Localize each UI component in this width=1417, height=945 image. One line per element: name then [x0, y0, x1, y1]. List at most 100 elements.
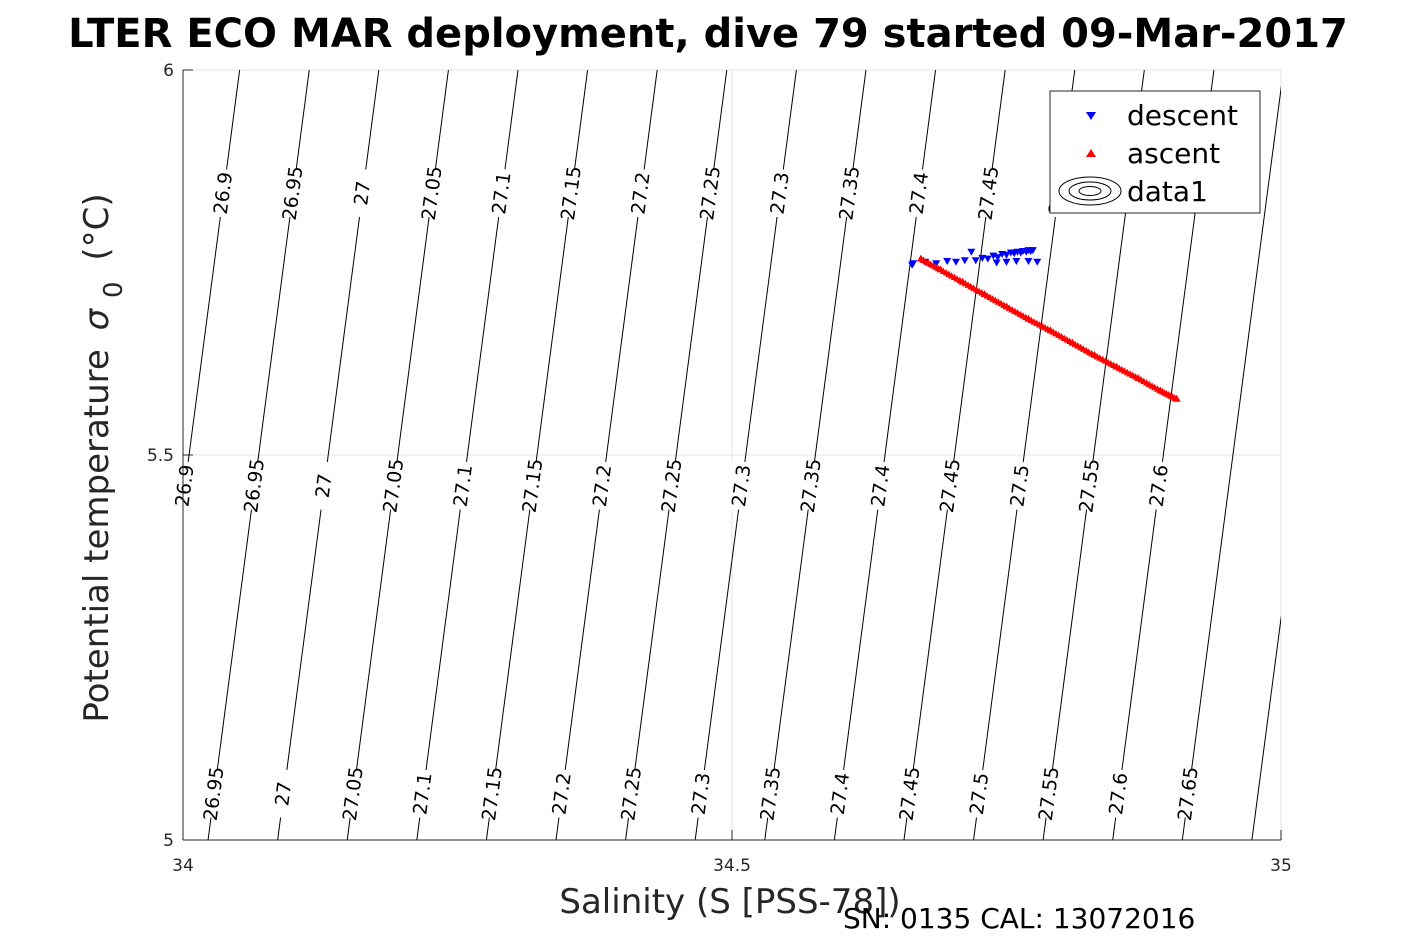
isopycnal-line: [1251, 614, 1281, 840]
svg-text:27.6: 27.6: [1146, 463, 1173, 508]
x-tick-label: 34: [172, 856, 194, 876]
isopycnal-label: 27.1: [485, 167, 515, 219]
svg-text:27.6: 27.6: [1105, 771, 1132, 816]
isopycnal-label: 27.3: [764, 167, 794, 219]
isopycnal-label: 27.05: [377, 457, 408, 514]
ascent-trace-marker: [1153, 385, 1161, 392]
descent-point: [967, 248, 976, 256]
isopycnal-label: 27.4: [903, 167, 933, 219]
y-axis-label-sigma: σ: [77, 307, 117, 330]
descent-point: [1033, 258, 1042, 266]
svg-text:27.4: 27.4: [906, 171, 933, 216]
ascent-trace-marker: [956, 276, 964, 284]
isopycnal-label: 27.2: [546, 768, 576, 819]
svg-text:27: 27: [312, 472, 337, 499]
descent-point: [1002, 251, 1011, 259]
descent-point: [1002, 258, 1011, 266]
ascent-trace-marker: [1088, 349, 1096, 357]
isopycnal-label: 27.45: [934, 457, 965, 514]
descent-point: [983, 255, 992, 263]
x-tick-label: 35: [1270, 856, 1292, 876]
y-axis-label: Potential temperature: [77, 349, 117, 722]
isopycnal-label: 27.1: [406, 768, 437, 819]
ascent-trace-marker: [1110, 361, 1118, 369]
legend-ascent-label: ascent: [1127, 137, 1220, 170]
svg-text:27.5: 27.5: [966, 771, 993, 816]
svg-text:27.3: 27.3: [728, 463, 755, 508]
data-series: [908, 247, 1181, 402]
isopycnal-label: 27.25: [615, 765, 646, 822]
chart-title: LTER ECO MAR deployment, dive 79 started…: [68, 11, 1348, 57]
y-axis-label-group: Potential temperature σ 0 (°C): [77, 193, 131, 722]
ascent-trace-marker: [1171, 394, 1179, 401]
svg-text:27.4: 27.4: [867, 463, 894, 508]
y-tick-label: 6: [163, 61, 174, 81]
isopycnal-label: 27.15: [516, 457, 547, 514]
series-descent: [908, 247, 1042, 269]
isopycnal-label: 27.45: [894, 765, 924, 822]
ascent-trace-marker: [1000, 301, 1008, 308]
svg-text:27: 27: [271, 780, 296, 807]
isopycnal-label: 27.3: [685, 768, 715, 819]
descent-point: [943, 257, 952, 265]
svg-text:26.9: 26.9: [171, 463, 198, 508]
descent-point: [978, 254, 987, 262]
isopycnal-label: 27.35: [795, 457, 826, 514]
descent-point: [932, 260, 941, 268]
svg-text:27: 27: [350, 180, 375, 207]
svg-text:27.2: 27.2: [548, 771, 575, 816]
descent-point: [971, 257, 980, 265]
x-axis-label: Salinity (S [PSS-78]): [559, 882, 900, 922]
isopycnal-label: 27.1: [447, 460, 477, 511]
isopycnal-label: 27: [346, 167, 375, 219]
svg-text:27.2: 27.2: [627, 171, 654, 216]
isopycnal-label: 27: [308, 460, 337, 511]
isopycnal-label: 27.35: [754, 765, 785, 822]
descent-point: [908, 261, 917, 269]
y-tick-label: 5: [163, 831, 174, 851]
isopycnal-label: 27.2: [586, 460, 616, 511]
svg-text:26.9: 26.9: [210, 171, 237, 216]
isopycnal-label: 27.5: [1004, 460, 1034, 511]
descent-point: [1012, 257, 1021, 265]
density-contour-labels: 26.9 26.95 27 27.05 27.1 27.15 27.2 27.25 27.3 27…: [168, 165, 1203, 822]
ascent-trace-marker: [1066, 337, 1074, 345]
ascent-trace-marker: [978, 289, 986, 296]
svg-text:27.1: 27.1: [409, 771, 436, 816]
descent-point: [951, 258, 960, 266]
isopycnal-label: 26.9: [207, 167, 237, 219]
isopycnal-label: 27.5: [963, 768, 993, 819]
isopycnal-line: [1181, 85, 1281, 840]
svg-text:27.4: 27.4: [827, 771, 854, 816]
legend-descent-label: descent: [1127, 99, 1238, 132]
isopycnal-label: 27.6: [1143, 460, 1173, 511]
svg-text:27.5: 27.5: [1006, 463, 1033, 508]
y-axis-label-subscript: 0: [99, 281, 129, 298]
svg-text:27.3: 27.3: [688, 771, 715, 816]
descent-point: [1028, 247, 1037, 255]
y-axis-label-unit: (°C): [77, 193, 117, 260]
ascent-trace-marker: [1022, 313, 1030, 321]
svg-text:Potential temperature σ: Potential temperature σ 0 (°C): [77, 193, 131, 722]
descent-point: [1024, 257, 1033, 265]
isopycnal-label: 27.05: [337, 765, 368, 822]
legend-box: [1049, 90, 1261, 214]
isopycnal-label: 27: [267, 768, 296, 819]
svg-text:27.1: 27.1: [450, 463, 477, 508]
descent-point: [993, 254, 1002, 262]
ascent-trace-marker: [934, 264, 942, 272]
svg-text:27.3: 27.3: [767, 171, 794, 216]
axis-ticks: 34 34.5 35 5 5.5 6: [147, 61, 1292, 876]
isopycnal-label: 27.3: [725, 460, 755, 511]
serial-calibration-text: SN: 0135 CAL: 13072016: [843, 902, 1195, 935]
isopycnal-label: 27.6: [1102, 768, 1132, 819]
isopycnal-label: 27.4: [824, 768, 854, 819]
isopycnal-label: 27.15: [555, 165, 586, 222]
legend-data1-label: data1: [1127, 175, 1208, 208]
isopycnal-label: 27.2: [624, 167, 655, 219]
ascent-trace-marker: [1044, 325, 1052, 332]
legend-descent-marker: [1086, 112, 1096, 120]
y-tick-label: 5.5: [147, 446, 174, 466]
legend-ascent-marker: [1086, 149, 1096, 157]
